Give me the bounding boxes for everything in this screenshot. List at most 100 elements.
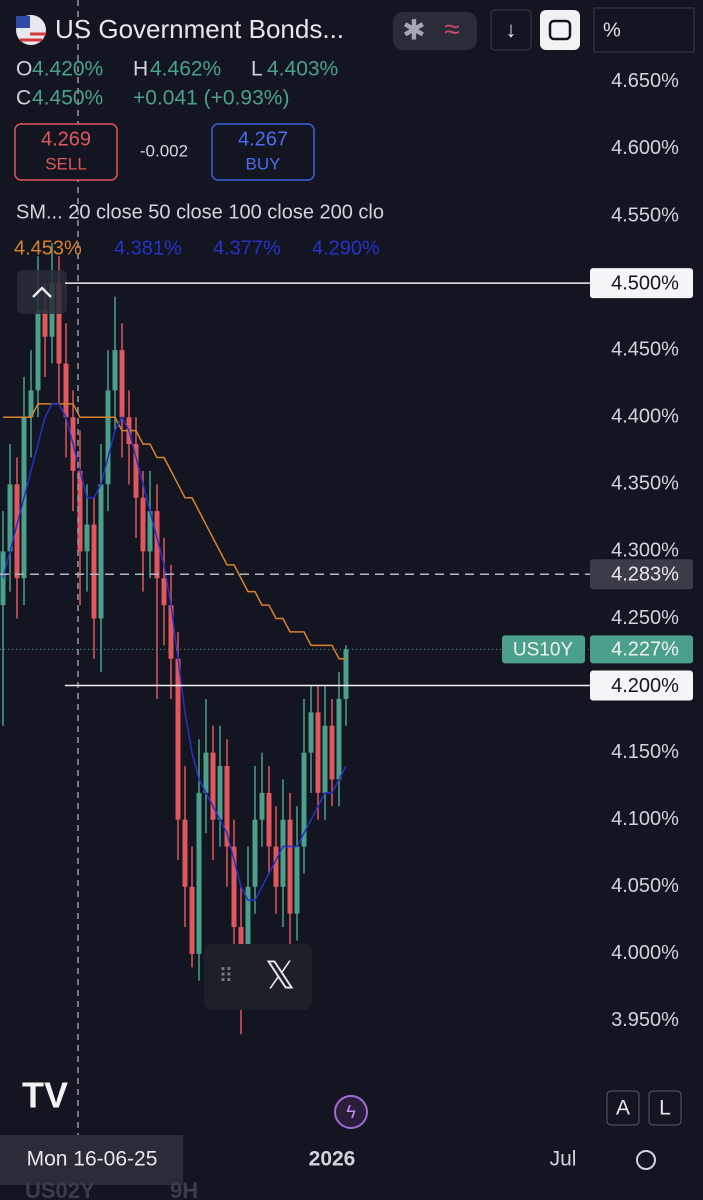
sell-label: SELL xyxy=(45,154,87,173)
ohlc-value: 4.403% xyxy=(267,58,338,81)
log-scale-label: L xyxy=(659,1097,671,1120)
unit-button[interactable] xyxy=(593,7,695,53)
candle-body xyxy=(231,846,237,928)
settings-icon[interactable] xyxy=(636,1150,656,1170)
candle-body xyxy=(343,649,349,699)
candle-body xyxy=(112,350,118,391)
y-tick-label: 4.400% xyxy=(611,406,679,428)
ohlc-key: O xyxy=(16,58,32,81)
ohlc-value: 4.462% xyxy=(150,58,221,81)
candle-body xyxy=(210,752,216,820)
indicator-toggle[interactable] xyxy=(393,12,477,50)
candle-body xyxy=(280,819,286,887)
approx-icon: ≈ xyxy=(444,13,459,44)
indicator-value: 4.377% xyxy=(213,237,281,259)
auto-scale-button[interactable] xyxy=(606,1090,640,1126)
last-price-label: 4.227% xyxy=(611,639,679,661)
candle-body xyxy=(147,511,153,552)
price-level-tag xyxy=(590,670,693,701)
y-tick-label: 4.350% xyxy=(611,473,679,495)
price-level-label: 4.200% xyxy=(611,675,679,697)
price-level-tag xyxy=(590,268,693,299)
price-level-label: 4.500% xyxy=(611,272,679,294)
drag-handle: ⠿ xyxy=(219,965,234,987)
sell-price: 4.269 xyxy=(41,128,91,150)
y-tick-label: 4.150% xyxy=(611,741,679,763)
share-widget[interactable] xyxy=(204,944,312,1010)
ohlc-value: 4.420% xyxy=(32,58,103,81)
y-tick-label: 4.300% xyxy=(611,540,679,562)
candle-body xyxy=(301,752,307,847)
candle-body xyxy=(105,390,111,485)
symbol-label: US10Y xyxy=(513,639,574,660)
candle-body xyxy=(196,792,202,954)
candle-body xyxy=(259,792,265,820)
candle-body xyxy=(252,819,258,887)
candle-body xyxy=(175,658,181,820)
x-logo: 𝕏 xyxy=(265,954,296,998)
auto-scale-label: A xyxy=(616,1097,630,1120)
ohlc-value: 4.450% xyxy=(32,87,103,110)
price-level-label: 4.283% xyxy=(611,563,679,585)
price-level-tag xyxy=(590,559,693,590)
candle-body xyxy=(315,712,321,793)
candle-body xyxy=(287,819,293,914)
candle-body xyxy=(217,766,223,820)
y-tick-label: 4.100% xyxy=(611,808,679,830)
log-scale-button[interactable] xyxy=(648,1090,682,1126)
flash-button[interactable] xyxy=(334,1095,368,1129)
collapse-icon xyxy=(32,286,52,298)
candle-body xyxy=(98,484,104,619)
candle-body xyxy=(245,886,251,981)
plot-area: 4.650% 4.600% 4.550% 4.450% 4.400% 4.350% 4.30… xyxy=(0,70,679,1035)
indicator-value: 4.290% xyxy=(312,237,380,259)
x-axis-label: 2026 xyxy=(309,1148,356,1171)
hidden-interval: 9H xyxy=(170,1178,198,1200)
candle-body xyxy=(28,390,34,418)
candle-body xyxy=(161,578,167,606)
candle-body xyxy=(329,725,335,780)
candle-body xyxy=(42,309,48,337)
tv-logo: TV xyxy=(22,1075,68,1116)
symbol-tag xyxy=(502,635,585,664)
symbol-title[interactable]: US Government Bonds... xyxy=(55,14,344,44)
candle-body xyxy=(273,846,279,887)
candle-body xyxy=(140,497,146,552)
crosshair-date-box xyxy=(0,1135,183,1185)
y-tick-label: 4.000% xyxy=(611,942,679,964)
candle-body xyxy=(322,725,328,793)
candle-body xyxy=(154,511,160,579)
candle-body xyxy=(77,470,83,552)
layout-button[interactable] xyxy=(540,10,580,50)
down-button[interactable] xyxy=(490,9,532,51)
candle-body xyxy=(7,484,13,552)
candle-body xyxy=(182,819,188,887)
buy-button[interactable] xyxy=(211,123,315,181)
candle-body xyxy=(224,766,230,847)
y-tick-label: 4.600% xyxy=(611,137,679,159)
buy-price: 4.267 xyxy=(238,128,288,150)
collapse-button[interactable] xyxy=(17,270,67,314)
buy-label: BUY xyxy=(246,154,281,173)
candle-body xyxy=(308,712,314,753)
ohlc-key: L xyxy=(251,58,263,81)
asterisk-icon: ✱ xyxy=(402,14,425,45)
candle-body xyxy=(84,524,90,552)
candle-body xyxy=(14,484,20,579)
x-axis-label: Jul xyxy=(550,1148,577,1171)
y-tick-label: 3.950% xyxy=(611,1009,679,1031)
last-price-tag xyxy=(590,635,693,664)
candle-body xyxy=(56,283,62,364)
candle-body xyxy=(294,846,300,914)
unit-label: % xyxy=(603,19,621,41)
indicator-value: 4.381% xyxy=(114,237,182,259)
candle-body xyxy=(266,792,272,847)
indicator-label[interactable]: SM... 20 close 50 close 100 close 200 cl… xyxy=(16,201,384,223)
sell-button[interactable] xyxy=(14,123,118,181)
candle-body xyxy=(189,886,195,954)
hidden-symbol: US02Y xyxy=(25,1178,95,1200)
x-axis-label: Mon 16-06-25 xyxy=(27,1148,158,1171)
layout-icon xyxy=(548,19,572,41)
